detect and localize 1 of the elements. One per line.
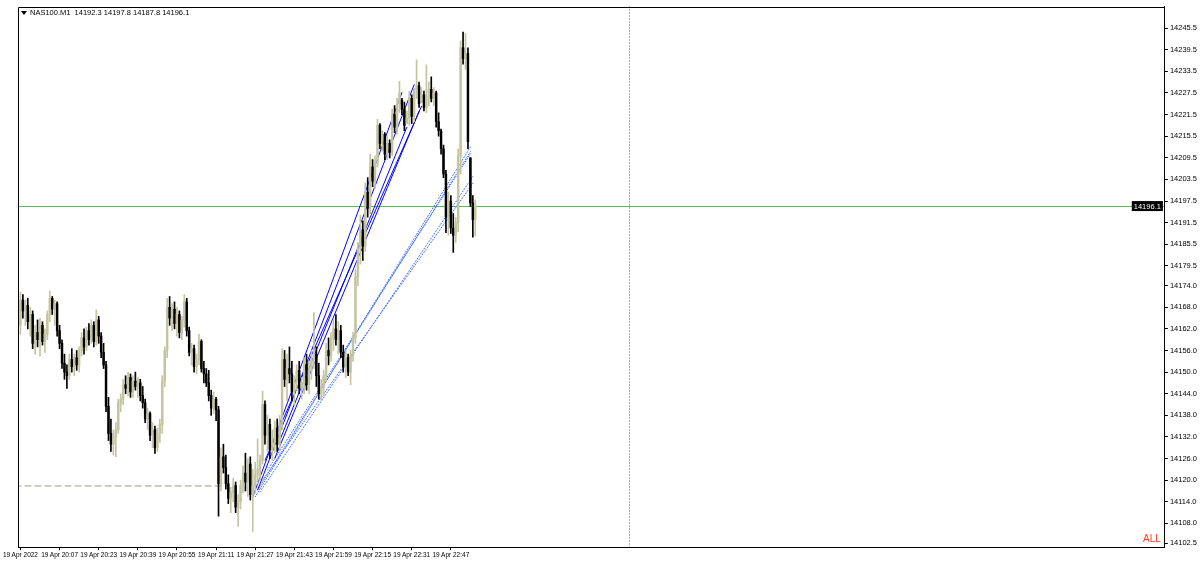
annotation: ALL (1143, 532, 1162, 544)
